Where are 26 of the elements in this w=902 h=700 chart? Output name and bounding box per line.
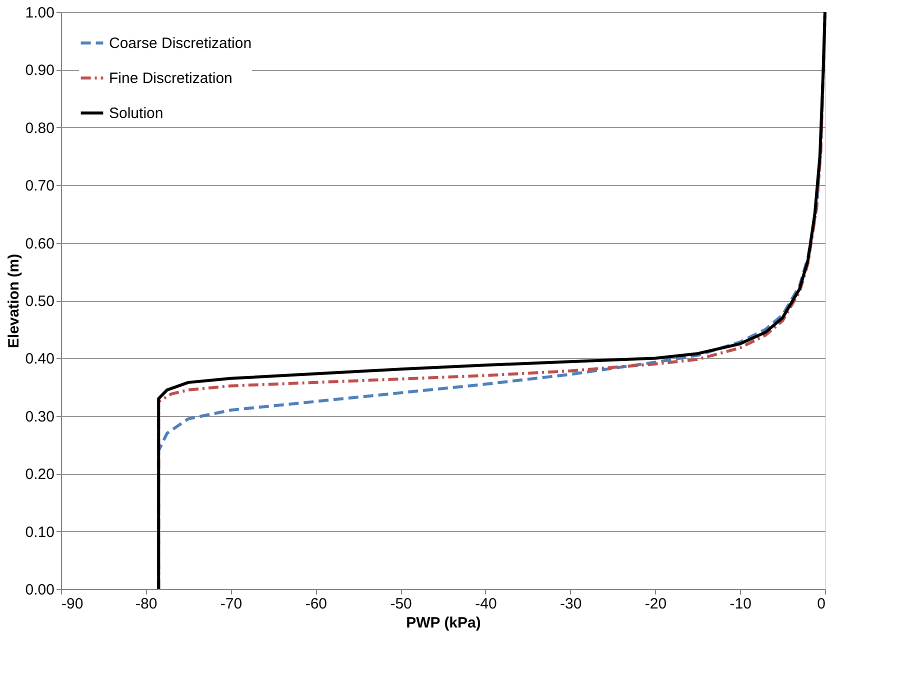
y-tick-label: 1.00 (25, 4, 54, 22)
x-axis-title: PWP (kPa) (406, 614, 481, 632)
y-tick-label: 0.50 (25, 293, 54, 310)
x-tick-label: -30 (560, 596, 582, 612)
x-tick-label: -20 (644, 596, 667, 612)
x-tick-label: -80 (136, 596, 158, 612)
y-tick-label: 0.00 (25, 582, 54, 598)
x-tick-label: 0 (817, 596, 826, 612)
x-tick-label: -60 (305, 596, 328, 612)
y-tick-label: 0.20 (25, 466, 54, 484)
y-tick-label: 0.30 (25, 408, 54, 426)
y-tick-label: 0.40 (25, 350, 54, 368)
x-tick-label: -70 (220, 596, 242, 612)
y-tick-label: 0.70 (25, 178, 54, 195)
y-tick-label: 0.10 (25, 524, 54, 541)
x-tick-label: -50 (390, 596, 412, 612)
x-tick-label: -40 (475, 596, 497, 612)
legend-label: Coarse Discretization (109, 35, 252, 52)
legend-label: Solution (109, 105, 164, 122)
y-tick-label: 0.60 (25, 235, 54, 252)
legend-label: Fine Discretization (109, 70, 232, 87)
y-tick-label: 0.80 (25, 120, 54, 137)
x-tick-label: -90 (62, 596, 84, 612)
y-tick-label: 0.90 (25, 62, 54, 80)
y-axis-title: Elevation (m) (5, 254, 22, 348)
x-tick-label: -10 (730, 596, 752, 612)
